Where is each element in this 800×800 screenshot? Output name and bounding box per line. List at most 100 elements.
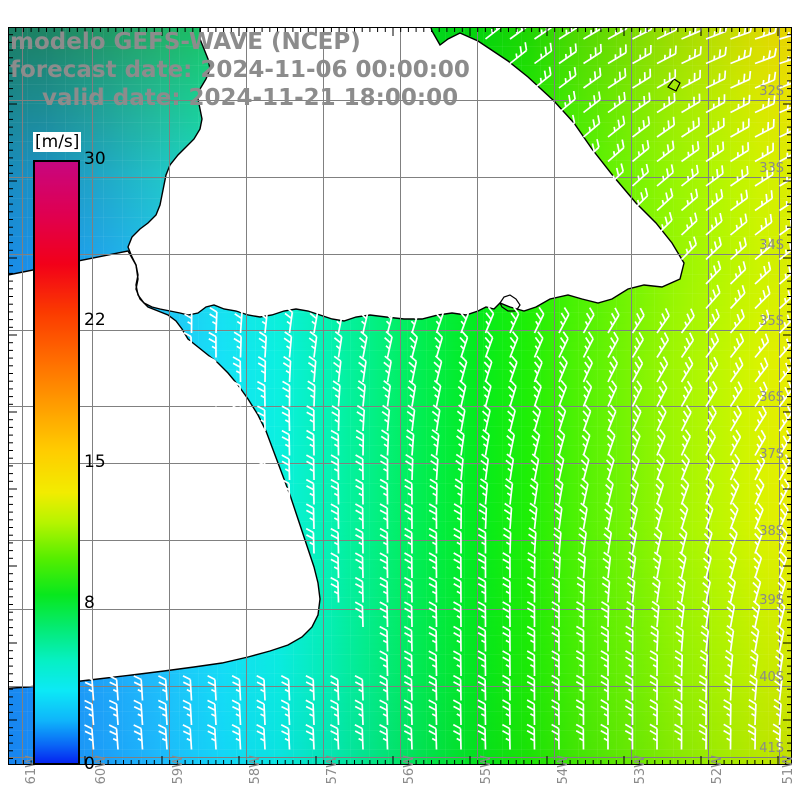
wind-barb: [729, 453, 741, 481]
wind-barb: [751, 600, 761, 628]
wind-barb: [282, 380, 291, 407]
wind-barb: [207, 380, 217, 407]
wind-barb: [631, 187, 649, 212]
wind-barb: [455, 453, 464, 481]
wind-barb: [532, 404, 542, 432]
wind-barb: [778, 478, 790, 505]
wind-barb: [656, 45, 677, 65]
grid-line-lon-57W: [323, 27, 324, 765]
wind-barb: [454, 478, 463, 505]
wind-barb: [233, 331, 242, 358]
wind-barb: [605, 477, 614, 505]
wind-barb: [409, 306, 419, 334]
wind-barb: [627, 551, 637, 579]
wind-barb: [607, 380, 618, 407]
wind-barb: [332, 355, 342, 383]
wind-barb: [704, 502, 714, 530]
wind-barb: [730, 142, 750, 163]
wind-barb: [506, 428, 516, 456]
wind-barb: [649, 699, 658, 726]
wind-barb: [602, 551, 612, 579]
wind-barb: [656, 69, 677, 89]
wind-barb: [705, 189, 724, 212]
wind-barb: [428, 650, 438, 677]
wind-barb: [456, 404, 466, 432]
wind-barb: [551, 576, 560, 603]
wind-barb: [483, 355, 493, 383]
wind-barb-overlay: [8, 27, 792, 765]
wind-barb: [405, 429, 415, 456]
wind-barb: [359, 306, 369, 334]
wind-barb: [305, 699, 315, 726]
wind-barb: [330, 478, 340, 505]
wind-barb: [379, 699, 389, 726]
wind-barb: [705, 70, 727, 89]
wind-barb: [575, 650, 585, 676]
wind-barb: [477, 601, 487, 628]
wind-barb: [453, 625, 462, 652]
wind-barb: [750, 624, 760, 652]
wind-barb: [725, 625, 735, 652]
lon-label-58W: 58W: [248, 754, 263, 784]
wind-barb: [428, 503, 438, 530]
wind-barb: [558, 27, 578, 40]
wind-barb: [231, 724, 242, 750]
wind-barb: [452, 699, 462, 726]
wind-barb: [676, 600, 685, 628]
wind-barb: [754, 95, 776, 114]
wind-barb: [579, 477, 589, 505]
wind-barb: [408, 355, 418, 383]
wind-barb: [601, 576, 611, 603]
wind-barb: [232, 405, 242, 432]
wind-barb: [403, 601, 413, 628]
wind-barb: [477, 674, 487, 701]
wind-barb: [309, 306, 319, 334]
wind-barb: [502, 601, 511, 628]
wind-barb: [379, 674, 389, 701]
wind-barb: [433, 355, 443, 383]
wind-barb: [729, 429, 742, 456]
wind-barb: [680, 308, 695, 334]
wind-barb: [305, 478, 315, 505]
wind-barb: [383, 355, 392, 383]
wind-barb: [428, 527, 438, 554]
wind-barb: [778, 286, 792, 310]
wind-barb: [333, 330, 343, 358]
wind-barb: [157, 724, 168, 750]
wind-barb: [754, 357, 769, 383]
wind-barb: [778, 242, 792, 261]
wind-barb: [208, 331, 217, 358]
wind-barb: [754, 309, 770, 334]
wind-barb: [477, 527, 487, 554]
wind-barb: [754, 48, 777, 65]
wind-barb: [256, 724, 266, 750]
wind-barb: [680, 380, 693, 407]
wind-barb: [527, 552, 536, 579]
wind-barb: [600, 650, 609, 676]
wind-barb: [553, 502, 563, 530]
wind-barb: [699, 649, 709, 677]
wind-barb: [729, 237, 747, 261]
wind-barb: [558, 307, 570, 334]
lon-label-53W: 53W: [633, 754, 648, 784]
wind-barb: [607, 163, 625, 187]
wind-barb: [558, 114, 576, 138]
wind-barb: [675, 625, 684, 652]
wind-barb: [481, 404, 491, 432]
wind-barb: [307, 380, 316, 407]
wind-barb: [334, 306, 344, 334]
wind-barb: [778, 357, 792, 383]
wind-barb: [681, 117, 700, 138]
wind-barb: [698, 723, 708, 750]
wind-barb: [582, 307, 595, 334]
wind-barb: [478, 502, 488, 530]
wind-barb: [354, 503, 364, 530]
wind-barb: [409, 330, 419, 358]
wind-barb: [728, 551, 737, 579]
wind-barb: [729, 213, 748, 236]
wind-barb: [551, 650, 560, 677]
wind-barb: [234, 306, 243, 334]
wind-barb: [484, 27, 503, 40]
wind-barb: [649, 723, 658, 750]
